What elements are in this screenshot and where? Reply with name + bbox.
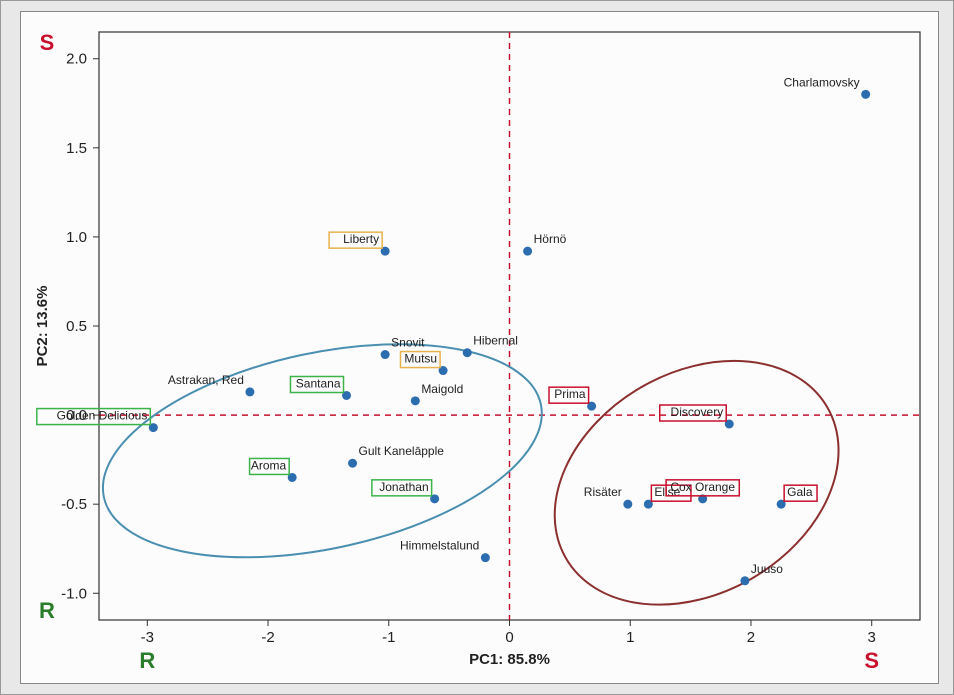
corner-label-top-left: S xyxy=(40,30,55,55)
point-label: Charlamovsky xyxy=(784,75,860,89)
point-label: Mutsu xyxy=(404,352,437,366)
point-label: Santana xyxy=(296,376,341,390)
x-tick-label: -3 xyxy=(141,629,154,646)
outer-panel: -3-2-10123-1.0-0.50.00.51.01.52.0PC1: 85… xyxy=(0,0,954,695)
point-label: Prima xyxy=(554,387,586,401)
x-tick-label: 1 xyxy=(626,629,634,646)
y-tick-label: 2.0 xyxy=(66,51,87,68)
data-point xyxy=(411,396,420,405)
corner-label-bottom-left: R xyxy=(39,598,55,623)
data-point xyxy=(245,387,254,396)
x-tick-label: 0 xyxy=(505,629,513,646)
data-point xyxy=(861,90,870,99)
y-tick-label: 1.5 xyxy=(66,140,87,157)
y-tick-label: 0.5 xyxy=(66,318,87,335)
x-tick-label: 2 xyxy=(747,629,755,646)
point-label: Juuso xyxy=(751,562,783,576)
point-label: Risäter xyxy=(584,485,622,499)
plot-frame: -3-2-10123-1.0-0.50.00.51.01.52.0PC1: 85… xyxy=(20,11,939,684)
point-label: Gala xyxy=(787,485,813,499)
data-point xyxy=(481,553,490,562)
x-axis-label: PC1: 85.8% xyxy=(469,651,550,668)
data-point xyxy=(740,576,749,585)
point-label: Golden Delicious xyxy=(57,409,148,423)
point-label: Hörnö xyxy=(534,232,567,246)
x-tick-label: -1 xyxy=(382,629,395,646)
corner-label-x-left: R xyxy=(139,648,155,673)
point-label: Cox Orange xyxy=(670,480,735,494)
corner-label-x-right: S xyxy=(864,648,879,673)
point-label: Discovery xyxy=(671,405,724,419)
data-point xyxy=(348,459,357,468)
point-label: Astrakan, Red xyxy=(168,373,244,387)
y-tick-label: 1.0 xyxy=(66,229,87,246)
point-label: Aroma xyxy=(251,458,287,472)
data-point xyxy=(623,500,632,509)
y-tick-label: -1.0 xyxy=(61,585,87,602)
point-label: Hibernal xyxy=(473,334,518,348)
x-tick-label: -2 xyxy=(261,629,274,646)
point-label: Snovit xyxy=(391,336,425,350)
x-tick-label: 3 xyxy=(868,629,876,646)
pca-scatter-chart: -3-2-10123-1.0-0.50.00.51.01.52.0PC1: 85… xyxy=(21,12,940,685)
data-point xyxy=(523,247,532,256)
y-axis-label: PC2: 13.6% xyxy=(34,286,51,367)
point-label: Jonathan xyxy=(379,480,428,494)
point-label: Himmelstalund xyxy=(400,539,479,553)
data-point xyxy=(463,348,472,357)
point-label: Liberty xyxy=(343,232,379,246)
point-label: Maigold xyxy=(421,382,463,396)
y-tick-label: -0.5 xyxy=(61,496,87,513)
point-label: Gult Kanelāpple xyxy=(359,444,445,458)
data-point xyxy=(381,350,390,359)
